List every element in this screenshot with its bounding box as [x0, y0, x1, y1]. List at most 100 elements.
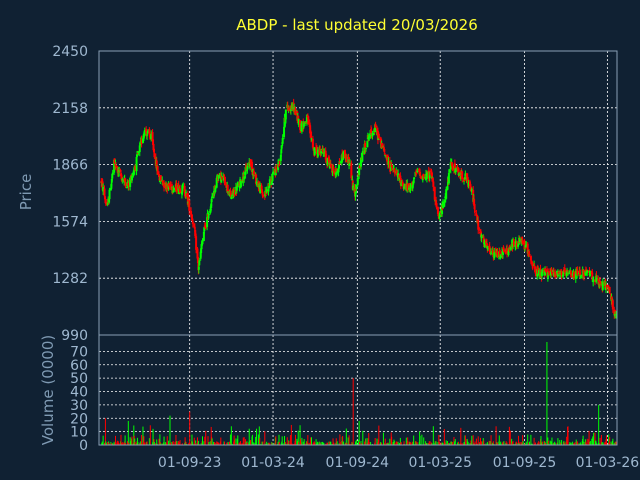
candle-body	[175, 182, 178, 192]
candle-body	[563, 267, 566, 272]
candle-body	[256, 181, 259, 184]
candle-body	[172, 189, 175, 191]
candle-body	[195, 236, 198, 250]
candle-body	[475, 213, 478, 215]
candle-body	[615, 314, 618, 316]
candle-body	[416, 170, 419, 173]
candle-body	[584, 270, 587, 276]
candle-body	[326, 158, 329, 166]
candle-body	[130, 176, 133, 181]
candle-body	[191, 221, 194, 225]
candle-body	[138, 145, 141, 153]
candle-body	[159, 175, 162, 181]
candle-body	[108, 198, 111, 203]
candle-body	[531, 263, 534, 267]
candle-body	[486, 246, 489, 250]
candle-body	[223, 176, 226, 186]
volume-tick-label: 0	[79, 438, 88, 454]
candle-body	[249, 159, 252, 164]
candle-body	[310, 138, 313, 140]
candle-body	[320, 151, 323, 154]
candle-body	[235, 186, 238, 191]
candle-body	[217, 175, 220, 179]
volume-tick-label: 70	[70, 344, 88, 360]
candle-body	[368, 136, 371, 138]
candle-body	[294, 108, 297, 116]
candle-body	[339, 161, 342, 163]
candle-body	[595, 277, 598, 281]
candle-body	[134, 166, 137, 170]
candle-body	[447, 172, 450, 184]
candle-body	[202, 231, 205, 242]
candle-body	[210, 198, 213, 203]
candle-body	[356, 177, 359, 185]
candle-body	[146, 134, 149, 136]
candle-body	[268, 179, 271, 186]
candle-body	[106, 202, 109, 205]
candle-body	[188, 209, 191, 211]
x-tick-label: 01-03-25	[408, 455, 472, 471]
candle-body	[166, 185, 169, 190]
candle-body	[544, 270, 547, 276]
candle-body	[587, 270, 590, 272]
price-tick-label: 1866	[52, 158, 88, 174]
candle-body	[230, 196, 233, 200]
candle-body	[288, 107, 291, 110]
candle-body	[179, 188, 182, 193]
candle-body	[135, 156, 138, 172]
candle-body	[275, 167, 278, 170]
candle-body	[291, 103, 294, 110]
candle-body	[611, 300, 614, 310]
candle-body	[329, 164, 332, 167]
candle-body	[528, 254, 531, 256]
candle-body	[400, 182, 403, 187]
volume-tick-label: 30	[70, 398, 88, 414]
candle-body	[196, 256, 199, 264]
candle-body	[105, 202, 108, 205]
price-tick-label: 1574	[52, 214, 88, 230]
candle-body	[586, 269, 589, 273]
candle-body	[196, 248, 199, 259]
candle-body	[313, 147, 316, 156]
candle-body	[246, 165, 249, 170]
x-tick-label: 01-03-26	[576, 455, 640, 471]
volume-panel-frame	[98, 334, 618, 446]
price-tick-label: 2158	[52, 101, 88, 117]
candle-body	[214, 187, 217, 192]
candle-body	[578, 269, 581, 275]
candle-body	[477, 219, 480, 230]
candle-body	[324, 150, 327, 160]
candle-body	[323, 151, 326, 154]
volume-tick-label: 40	[70, 385, 88, 401]
candle-body	[422, 177, 425, 180]
candle-body	[523, 240, 526, 250]
candle-body	[150, 133, 153, 140]
candle-body	[602, 282, 605, 284]
candle-body	[143, 130, 146, 135]
candle-body	[566, 273, 569, 275]
candle-body	[361, 152, 364, 162]
candle-body	[161, 180, 164, 183]
candle-body	[554, 271, 557, 278]
candle-body	[148, 134, 151, 137]
candle-body	[534, 269, 537, 277]
candle-body	[280, 149, 283, 154]
candle-body	[523, 248, 526, 250]
candle-body	[243, 176, 246, 180]
candle-body	[597, 278, 600, 280]
x-tick-label: 01-09-23	[158, 455, 222, 471]
candle-body	[352, 185, 355, 191]
candle-body	[432, 181, 435, 187]
candle-body	[185, 193, 188, 195]
candle-body	[592, 279, 595, 281]
candle-body	[345, 160, 348, 163]
candle-body	[137, 151, 140, 153]
candle-body	[560, 271, 563, 276]
candle-body	[284, 109, 287, 120]
candle-body	[255, 174, 258, 185]
candle-body	[601, 282, 604, 290]
candle-body	[457, 168, 460, 176]
candle-body	[271, 176, 274, 182]
candle-body	[524, 245, 527, 248]
